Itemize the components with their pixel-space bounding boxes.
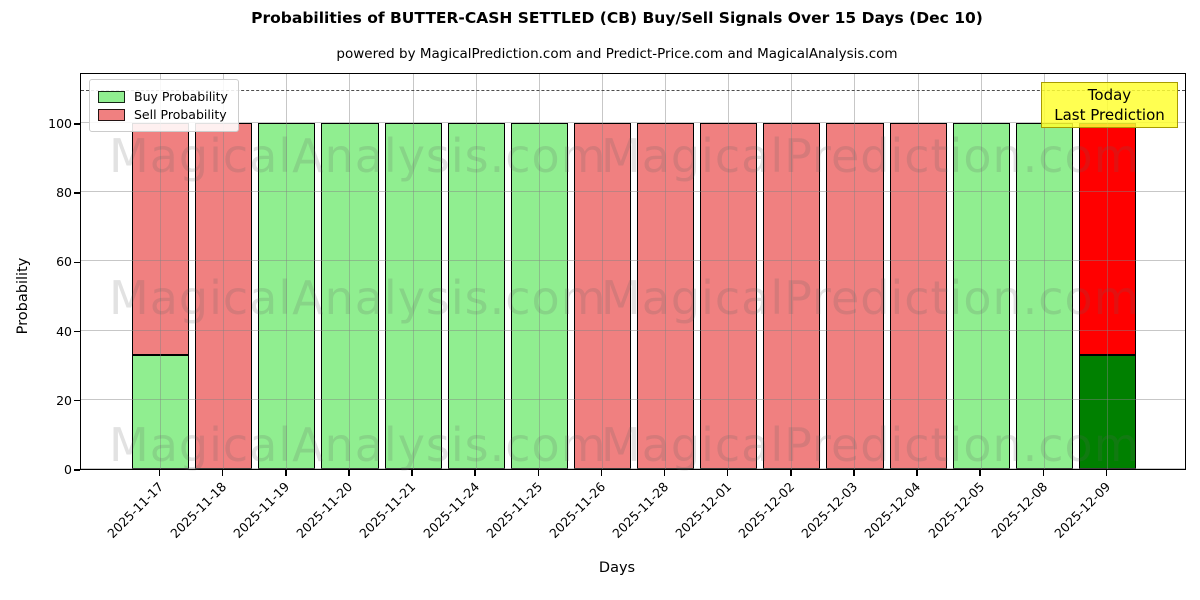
y-tick-mark	[74, 261, 80, 264]
bar-segment-sell	[826, 122, 884, 469]
bar-segment-buy	[258, 122, 316, 469]
bar-2025-11-17	[132, 122, 190, 469]
x-tick-mark	[537, 470, 539, 476]
legend-sell-label: Sell Probability	[134, 107, 227, 122]
bar-segment-buy	[321, 122, 379, 469]
bar-segment-sell	[637, 122, 695, 469]
x-tick-label: 2025-11-26	[546, 479, 609, 541]
x-tick-mark	[916, 470, 918, 476]
legend-row-sell: Sell Probability	[98, 107, 228, 122]
bar-2025-11-25	[510, 122, 568, 469]
legend-buy-label: Buy Probability	[134, 89, 228, 104]
x-tick-label: 2025-12-01	[672, 479, 735, 541]
bar-2025-12-08	[1015, 122, 1073, 469]
sell-swatch-icon	[98, 108, 125, 121]
x-tick-mark	[853, 470, 855, 476]
x-tick-label: 2025-11-19	[230, 479, 293, 541]
x-tick-label: 2025-11-20	[293, 479, 356, 541]
bar-2025-12-09	[1078, 122, 1136, 469]
bar-segment-buy	[952, 122, 1010, 469]
x-tick-label: 2025-11-24	[419, 479, 482, 541]
x-tick-mark	[600, 470, 603, 476]
x-tick-mark	[1042, 470, 1044, 476]
y-tick-label: 80	[56, 185, 72, 201]
x-tick-mark	[979, 470, 981, 476]
bar-2025-12-01	[700, 122, 758, 469]
bar-2025-12-05	[952, 122, 1010, 469]
y-tick-mark	[74, 469, 80, 471]
x-tick-mark	[348, 470, 350, 476]
today-annotation-line2: Last Prediction	[1054, 106, 1165, 124]
bar-segment-sell	[1078, 122, 1136, 355]
legend-row-buy: Buy Probability	[98, 89, 228, 104]
x-tick-label: 2025-11-17	[104, 479, 167, 541]
x-tick-mark	[285, 470, 287, 476]
x-tick-mark	[726, 470, 729, 476]
y-tick-label: 20	[56, 392, 72, 408]
x-tick-label: 2025-11-18	[167, 479, 230, 541]
threshold-dashed-line	[81, 90, 1185, 92]
buy-swatch-icon	[98, 90, 125, 103]
bar-segment-buy	[132, 354, 190, 469]
bar-segment-sell	[763, 122, 821, 469]
bar-2025-11-19	[258, 122, 316, 469]
y-tick-mark	[74, 330, 80, 333]
bar-segment-sell	[132, 122, 190, 355]
bar-segment-sell	[195, 122, 253, 469]
x-tick-label: 2025-12-04	[861, 479, 924, 541]
bars-layer	[81, 74, 1185, 469]
bar-segment-buy	[447, 122, 505, 469]
x-tick-mark	[221, 470, 224, 476]
bar-2025-12-03	[826, 122, 884, 469]
bar-segment-sell	[700, 122, 758, 469]
x-tick-label: 2025-11-28	[609, 479, 672, 541]
y-tick-mark	[74, 192, 80, 194]
x-tick-label: 2025-12-08	[987, 479, 1050, 541]
chart-subtitle: powered by MagicalPrediction.com and Pre…	[336, 46, 898, 62]
x-tick-label: 2025-11-21	[356, 479, 419, 541]
x-tick-mark	[158, 470, 161, 476]
x-tick-label: 2025-11-25	[482, 479, 545, 541]
bar-segment-sell	[573, 122, 631, 469]
x-tick-mark	[411, 470, 413, 476]
x-tick-label: 2025-12-05	[924, 479, 987, 541]
bar-2025-11-24	[447, 122, 505, 469]
x-tick-mark	[474, 470, 476, 476]
bar-2025-11-28	[637, 122, 695, 469]
x-axis-title: Days	[598, 560, 636, 576]
x-tick-label: 2025-12-09	[1051, 479, 1114, 541]
chart-title: Probabilities of BUTTER-CASH SETTLED (CB…	[251, 9, 983, 27]
x-tick-mark	[1105, 470, 1108, 476]
bar-segment-buy	[384, 122, 442, 469]
y-tick-mark	[74, 400, 80, 402]
bar-segment-buy	[510, 122, 568, 469]
plot-area: MagicalAnalysis.comMagicalPrediction.com…	[80, 73, 1186, 472]
x-tick-mark	[663, 470, 666, 476]
bar-2025-12-04	[889, 122, 947, 469]
y-tick-label: 100	[48, 115, 72, 131]
today-annotation-line1: Today	[1087, 86, 1132, 104]
bar-segment-sell	[889, 122, 947, 469]
bar-2025-11-26	[573, 122, 631, 469]
y-tick-label: 0	[64, 462, 72, 477]
y-tick-label: 60	[56, 254, 72, 270]
bar-segment-buy	[1015, 122, 1073, 469]
bar-2025-11-21	[384, 122, 442, 469]
bar-segment-buy	[1078, 354, 1136, 469]
bar-2025-11-20	[321, 122, 379, 469]
legend: Buy Probability Sell Probability	[89, 79, 239, 132]
x-tick-label: 2025-12-03	[798, 479, 861, 541]
today-annotation: Today Last Prediction	[1041, 82, 1178, 128]
x-tick-label: 2025-12-02	[735, 479, 798, 541]
y-tick-mark	[74, 123, 80, 125]
y-tick-label: 40	[56, 323, 72, 339]
bar-2025-12-02	[763, 122, 821, 469]
x-tick-mark	[790, 470, 792, 476]
y-axis-title: Probability	[15, 257, 31, 335]
bar-2025-11-18	[195, 122, 253, 469]
